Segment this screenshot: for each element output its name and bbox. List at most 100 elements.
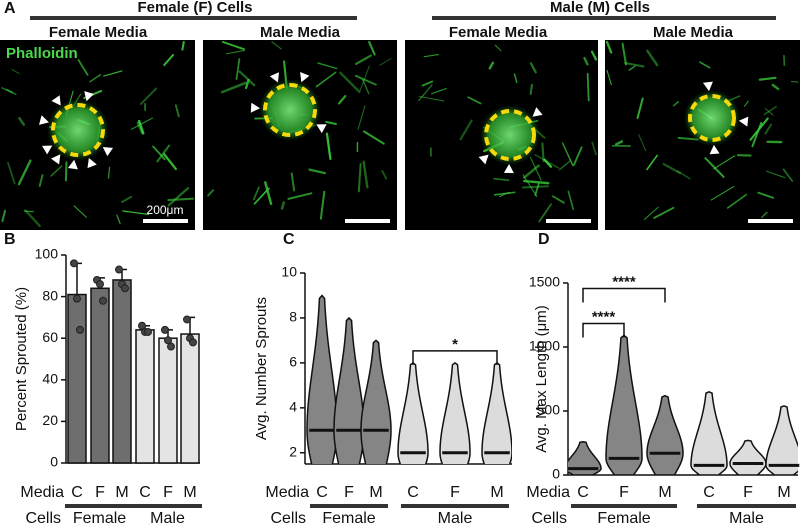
row-label: Cells [25,510,61,527]
media-title: Female Media [449,24,548,41]
error-bar [72,263,82,294]
x-tick-label: F [743,484,753,501]
y-tick-label: 20 [42,412,58,428]
data-point [71,260,78,267]
scale-bar-label: 200μm [147,203,184,217]
violin [730,440,766,475]
micrograph [605,40,800,230]
violin [361,340,391,475]
data-point [74,295,81,302]
violin [647,396,683,475]
bar [136,330,154,463]
x-tick-label: M [490,484,503,501]
stain-label: Phalloidin [6,45,78,62]
y-axis-label: Avg. Max Length (μm) [533,305,550,453]
data-point [168,343,175,350]
spheroid [684,90,740,146]
group-underline [133,504,202,508]
data-point [100,297,107,304]
significance-bracket [583,288,665,302]
data-point [184,316,191,323]
scale-bar [345,219,390,223]
scale-bar [143,219,188,223]
y-tick-label: 500 [537,402,561,418]
row-label: Media [20,484,64,501]
bar [159,338,177,463]
group-title: Female (F) Cells [137,0,252,16]
y-tick-label: 40 [42,371,58,387]
y-tick-label: 1500 [529,274,560,290]
group-underline [65,504,134,508]
x-tick-label: C [316,484,328,501]
data-point [122,285,129,292]
y-tick-label: 10 [281,264,297,280]
x-tick-label: F [95,484,105,501]
group-underline [571,504,677,508]
violin [606,335,642,475]
y-tick-label: 4 [289,399,297,415]
bar [113,280,131,463]
x-tick-label: F [344,484,354,501]
data-point [116,266,123,273]
row-label: Cells [531,510,567,527]
x-tick-label: F [619,484,629,501]
x-tick-label: F [163,484,173,501]
violin [482,363,512,475]
y-tick-label: 0 [50,454,58,470]
group-label: Male [729,510,764,527]
group-underline [697,504,796,508]
micrograph [405,40,598,230]
cell-sprout [523,186,548,187]
x-tick-label: C [71,484,83,501]
bar [91,288,109,463]
data-point [97,281,104,288]
panel-label: D [538,231,550,248]
y-tick-label: 1000 [529,338,560,354]
x-tick-label: C [407,484,419,501]
y-axis-label: Percent Sprouted (%) [13,287,30,431]
group-underline [310,504,388,508]
spheroid [47,99,109,161]
y-tick-label: 100 [35,246,59,262]
violin [691,392,727,475]
cell-sprout [182,42,183,50]
x-tick-label: M [115,484,128,501]
cell-sprout [168,199,193,200]
x-tick-label: M [658,484,671,501]
violin [334,318,364,475]
scale-bar [546,219,591,223]
group-label: Male [150,510,185,527]
x-tick-label: M [183,484,196,501]
group-bar [30,16,357,20]
media-title: Male Media [260,24,341,41]
media-title: Male Media [653,24,734,41]
cell-sprout [791,82,798,83]
media-title: Female Media [49,24,148,41]
panel-label: A [4,0,16,17]
bar [181,334,199,463]
y-tick-label: 0 [552,466,560,482]
y-tick-label: 2 [289,443,297,459]
x-tick-label: C [703,484,715,501]
cell-sprout [531,85,532,94]
group-label: Male [438,510,473,527]
data-point [190,339,197,346]
group-label: Female [597,510,650,527]
significance-label: **** [612,273,636,290]
group-title: Male (M) Cells [550,0,650,16]
micrograph [203,40,397,230]
data-point [77,326,84,333]
y-tick-label: 80 [42,287,58,303]
panel-label: C [283,231,295,248]
violin [398,363,428,475]
bar [68,295,86,463]
group-underline [401,504,509,508]
y-tick-label: 8 [289,309,297,325]
x-tick-label: M [777,484,790,501]
y-axis-label: Avg. Number Sprouts [253,297,270,440]
y-tick-label: 60 [42,329,58,345]
x-tick-label: M [369,484,382,501]
cell-sprout [282,202,284,208]
significance-label: * [452,336,458,353]
